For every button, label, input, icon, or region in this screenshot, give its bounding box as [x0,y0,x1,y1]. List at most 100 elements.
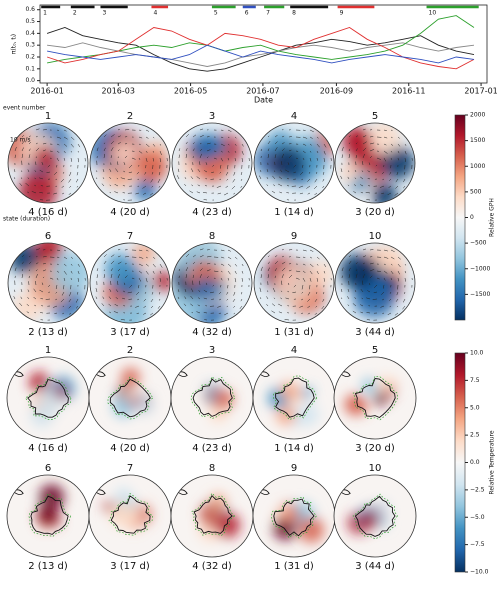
wind-arrow [309,157,312,162]
colorbar-label: Relative GPH [489,198,496,237]
wind-arrow [360,176,364,180]
wind-arrow [298,185,304,188]
map-panel [254,123,334,203]
wind-arrow [314,298,318,302]
colorbar-tick-label: −1500 [470,291,490,298]
wind-arrow [183,303,187,307]
wind-arrow [218,291,222,295]
wind-arrow [220,143,225,147]
wind-arrow [383,136,388,139]
wind-arrow [316,277,319,282]
wind-arrow [145,129,150,132]
wind-arrow [383,143,387,146]
wind-arrow [376,277,380,280]
map-blob [152,271,170,292]
wind-arrow [309,256,313,259]
wind-arrow [219,178,222,181]
wind-arrow [355,255,358,258]
wind-arrow [63,249,67,252]
wind-arrow [143,178,147,182]
wind-arrow [389,291,392,294]
wind-arrow [301,178,304,181]
colorbar-tick-label: −500 [470,240,487,247]
wind-arrow [354,169,357,173]
wind-arrow [348,267,351,272]
wind-arrow [281,161,283,166]
wind-arrow [113,311,119,314]
wind-arrow [158,185,161,188]
wind-arrow [69,185,72,188]
wind-arrow [33,296,37,300]
wind-arrow [159,150,162,156]
map-panel [334,475,416,557]
wind-arrow [69,171,72,177]
wind-arrow [25,182,30,187]
wind-arrow [159,270,162,274]
wind-arrow [63,263,67,267]
wind-arrow [42,263,46,265]
wind-arrow [136,312,140,314]
wind-arrow [68,178,72,183]
colorbar [454,114,466,321]
wind-arrow [362,248,367,251]
wind-arrow [127,178,133,180]
map-field [9,243,88,323]
wind-arrow [372,298,378,300]
wind-arrow [206,262,211,265]
wind-arrow [404,263,407,266]
wind-arrow [190,303,194,307]
wind-arrow [19,183,23,187]
wind-arrow [120,177,126,180]
y-tick-label: 0.5 [25,18,35,25]
wind-arrow [14,267,17,272]
wind-arrow [348,142,351,145]
wind-arrow [390,256,395,260]
panel-title: 6 [45,463,51,474]
wind-arrow [225,185,229,188]
wind-arrow [376,270,382,272]
wind-arrow [138,249,143,252]
wind-arrow [233,312,236,315]
wind-arrow [287,162,290,166]
wind-arrow [28,148,31,152]
wind-arrow [226,298,229,301]
wind-arrow [314,192,318,196]
wind-arrow [266,296,269,300]
wind-arrow [138,256,144,259]
wind-arrow [56,277,59,281]
wind-arrow [199,128,204,131]
wind-arrow [68,192,72,195]
wind-arrow [323,291,325,295]
wind-arrow [70,256,74,259]
wind-arrow [152,256,156,260]
wind-arrow [348,154,351,159]
wind-arrow [158,298,161,301]
wind-arrow [299,305,304,308]
wind-arrow [227,157,229,161]
wind-arrow [124,150,127,152]
wind-arrow [53,192,58,195]
colorbar-tick-label: −10.0 [470,569,489,576]
map-blob [212,389,234,410]
wind-arrow [114,304,119,307]
wind-arrow [27,169,30,173]
wind-arrow [103,147,106,152]
wind-arrow [35,269,38,272]
wind-arrow [395,178,399,183]
wind-arrow [302,263,306,266]
wind-arrow [395,185,399,189]
wind-arrow [206,269,211,272]
sea-ice-edge [352,375,398,421]
map-blob [134,178,157,202]
event-label: 1 [43,10,47,17]
wind-arrow [390,270,394,275]
map-outline [89,122,171,204]
wind-arrow [274,255,278,258]
wind-arrow [281,267,286,272]
wind-arrow [279,191,283,194]
wind-arrow [348,148,351,152]
wind-arrow [204,170,208,173]
wind-arrow [42,154,47,159]
panel-title: 7 [127,231,133,242]
map-field [254,130,334,186]
